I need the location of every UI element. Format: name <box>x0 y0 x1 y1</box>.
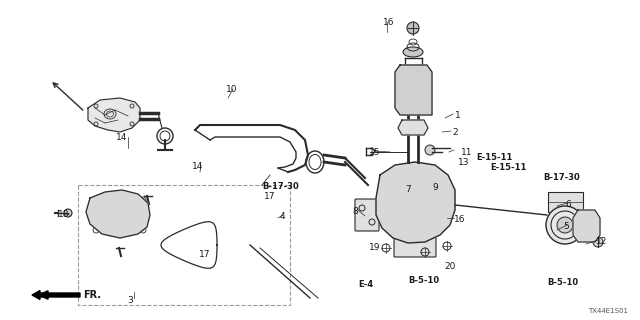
Circle shape <box>425 145 435 155</box>
Text: 8: 8 <box>352 207 358 216</box>
Text: B-17-30: B-17-30 <box>262 182 299 191</box>
Polygon shape <box>573 210 600 242</box>
Text: 16: 16 <box>454 215 465 224</box>
Circle shape <box>407 22 419 34</box>
Text: B-5-10: B-5-10 <box>408 276 439 285</box>
Text: 11: 11 <box>461 148 472 157</box>
FancyArrow shape <box>32 291 80 300</box>
Text: 15: 15 <box>369 148 381 157</box>
Polygon shape <box>395 65 432 115</box>
Text: 9: 9 <box>432 183 438 192</box>
Text: 16: 16 <box>383 18 394 27</box>
Text: B-5-10: B-5-10 <box>547 278 578 287</box>
Text: 4: 4 <box>280 212 285 221</box>
Text: 2: 2 <box>452 128 458 137</box>
Text: 3: 3 <box>127 296 133 305</box>
FancyBboxPatch shape <box>355 199 379 231</box>
Text: 13: 13 <box>458 158 470 167</box>
Circle shape <box>593 237 603 247</box>
Text: 7: 7 <box>405 185 411 194</box>
Ellipse shape <box>390 178 440 233</box>
Ellipse shape <box>408 197 422 213</box>
Ellipse shape <box>546 206 584 244</box>
Bar <box>78 185 290 305</box>
Text: 19: 19 <box>369 243 381 252</box>
Text: 17: 17 <box>199 250 211 259</box>
Text: 20: 20 <box>444 262 456 271</box>
Ellipse shape <box>111 209 125 221</box>
Polygon shape <box>398 120 428 135</box>
Polygon shape <box>86 190 150 238</box>
Circle shape <box>64 209 72 217</box>
Text: E-4: E-4 <box>358 280 373 289</box>
Text: 17: 17 <box>264 192 275 201</box>
Text: 14: 14 <box>116 133 128 142</box>
Text: 18: 18 <box>58 210 70 219</box>
Text: FR.: FR. <box>83 290 101 300</box>
Text: B-17-30: B-17-30 <box>543 173 580 182</box>
Polygon shape <box>376 162 455 243</box>
FancyBboxPatch shape <box>394 237 436 257</box>
Text: 12: 12 <box>596 237 607 246</box>
Polygon shape <box>88 98 140 132</box>
Text: 1: 1 <box>455 111 461 120</box>
Text: 5: 5 <box>563 222 569 231</box>
Text: 6: 6 <box>565 200 571 209</box>
Text: TX44E1S01: TX44E1S01 <box>588 308 628 314</box>
Text: E-15-11: E-15-11 <box>476 153 513 162</box>
Ellipse shape <box>402 76 424 94</box>
Text: 10: 10 <box>227 85 237 94</box>
Ellipse shape <box>557 217 573 233</box>
Bar <box>548 192 583 212</box>
Text: 14: 14 <box>192 162 204 171</box>
Text: E-15-11: E-15-11 <box>490 163 526 172</box>
Ellipse shape <box>403 47 423 57</box>
